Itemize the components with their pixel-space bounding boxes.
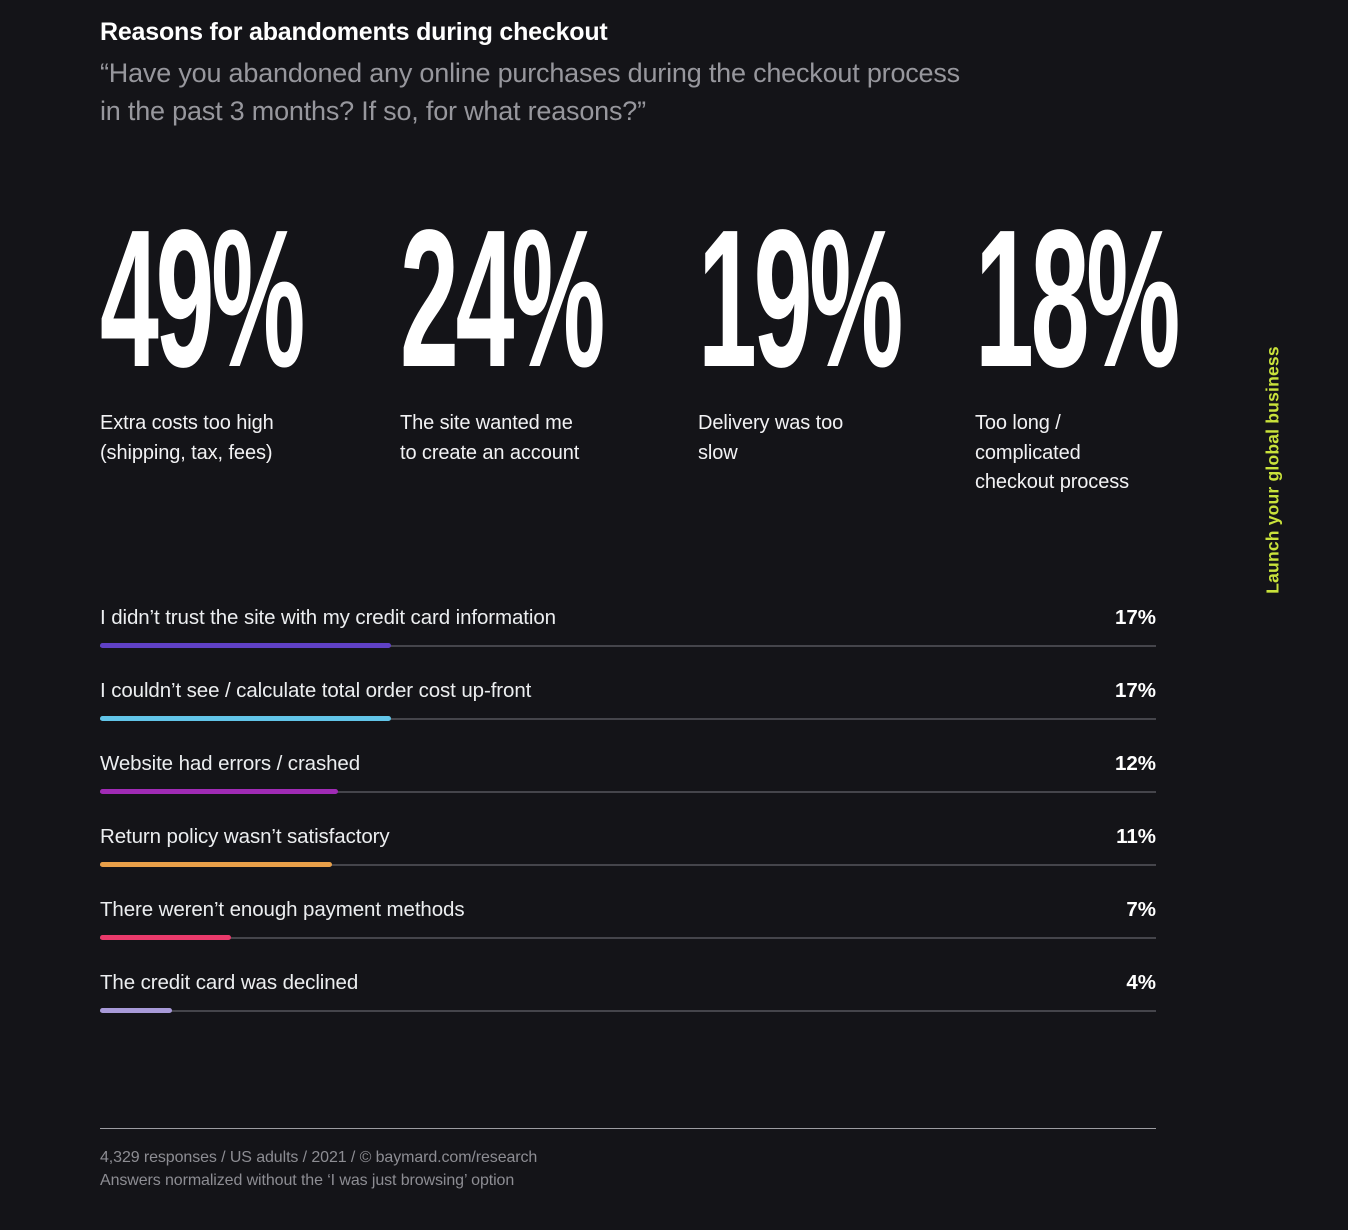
bar-fill bbox=[100, 788, 338, 794]
bar-fill bbox=[100, 934, 231, 940]
stat-account-required: 24% The site wanted me to create an acco… bbox=[400, 189, 698, 498]
bar-fill bbox=[100, 1007, 172, 1013]
bar-fill bbox=[100, 715, 392, 721]
footer-line-1: 4,329 responses / US adults / 2021 / © b… bbox=[100, 1148, 538, 1166]
bar-fill bbox=[100, 861, 333, 867]
bar-row-website-errors: Website had errors / crashed 12% bbox=[100, 752, 1156, 825]
bar-baseline bbox=[100, 863, 1156, 866]
footer-line-2: Answers normalized without the ‘I was ju… bbox=[100, 1171, 515, 1189]
stat-label: Too long / complicated checkout process bbox=[975, 412, 1130, 493]
stat-label: Delivery was too slow bbox=[698, 412, 844, 464]
stat-value: 19% bbox=[698, 189, 903, 408]
stat-long-checkout: 18% Too long / complicated checkout proc… bbox=[975, 189, 1348, 498]
bar-row-label: I didn’t trust the site with my credit c… bbox=[100, 605, 556, 629]
stat-slow-delivery: 19% Delivery was too slow bbox=[698, 189, 975, 498]
bar-baseline bbox=[100, 790, 1156, 793]
bar-row-value: 4% bbox=[1126, 970, 1156, 994]
bar-row-list: I didn’t trust the site with my credit c… bbox=[100, 606, 1156, 1044]
bar-row-label: There weren’t enough payment methods bbox=[100, 897, 465, 921]
bar-row-value: 11% bbox=[1116, 824, 1156, 848]
bar-row-return-policy: Return policy wasn’t satisfactory 11% bbox=[100, 825, 1156, 898]
bar-baseline bbox=[100, 717, 1156, 720]
stat-label: Extra costs too high (shipping, tax, fee… bbox=[100, 412, 274, 464]
chart-content: Reasons for abandoments during checkout … bbox=[100, 0, 1180, 1192]
bar-baseline bbox=[100, 1009, 1156, 1012]
bar-row-value: 7% bbox=[1126, 897, 1156, 921]
footer-divider bbox=[100, 1127, 1156, 1129]
bar-baseline bbox=[100, 936, 1156, 939]
bar-row-label: The credit card was declined bbox=[100, 970, 359, 994]
footer-source-note: 4,329 responses / US adults / 2021 / © b… bbox=[100, 1146, 1156, 1192]
bar-row-credit-card-trust: I didn’t trust the site with my credit c… bbox=[100, 606, 1156, 679]
top-stats-grid: 49% Extra costs too high (shipping, tax,… bbox=[100, 189, 1180, 498]
stat-value: 24% bbox=[400, 189, 605, 408]
bar-row-card-declined: The credit card was declined 4% bbox=[100, 971, 1156, 1044]
stat-value: 49% bbox=[100, 189, 305, 408]
page-title: Reasons for abandoments during checkout bbox=[100, 18, 608, 46]
stat-label: The site wanted me to create an account bbox=[400, 412, 580, 464]
bar-row-label: I couldn’t see / calculate total order c… bbox=[100, 678, 532, 702]
bar-row-value: 17% bbox=[1114, 605, 1156, 629]
bar-row-value: 12% bbox=[1114, 751, 1156, 775]
bar-fill bbox=[100, 642, 392, 648]
stat-value: 18% bbox=[975, 189, 1180, 408]
bar-row-label: Return policy wasn’t satisfactory bbox=[100, 824, 390, 848]
survey-question-subtitle: “Have you abandoned any online purchases… bbox=[100, 58, 960, 126]
side-note-link[interactable]: Launch your global business bbox=[1262, 346, 1283, 594]
bar-row-total-cost-upfront: I couldn’t see / calculate total order c… bbox=[100, 679, 1156, 752]
bar-row-label: Website had errors / crashed bbox=[100, 751, 361, 775]
bar-row-payment-methods: There weren’t enough payment methods 7% bbox=[100, 898, 1156, 971]
stat-extra-costs: 49% Extra costs too high (shipping, tax,… bbox=[100, 189, 400, 498]
bar-baseline bbox=[100, 644, 1156, 647]
bar-row-value: 17% bbox=[1114, 678, 1156, 702]
